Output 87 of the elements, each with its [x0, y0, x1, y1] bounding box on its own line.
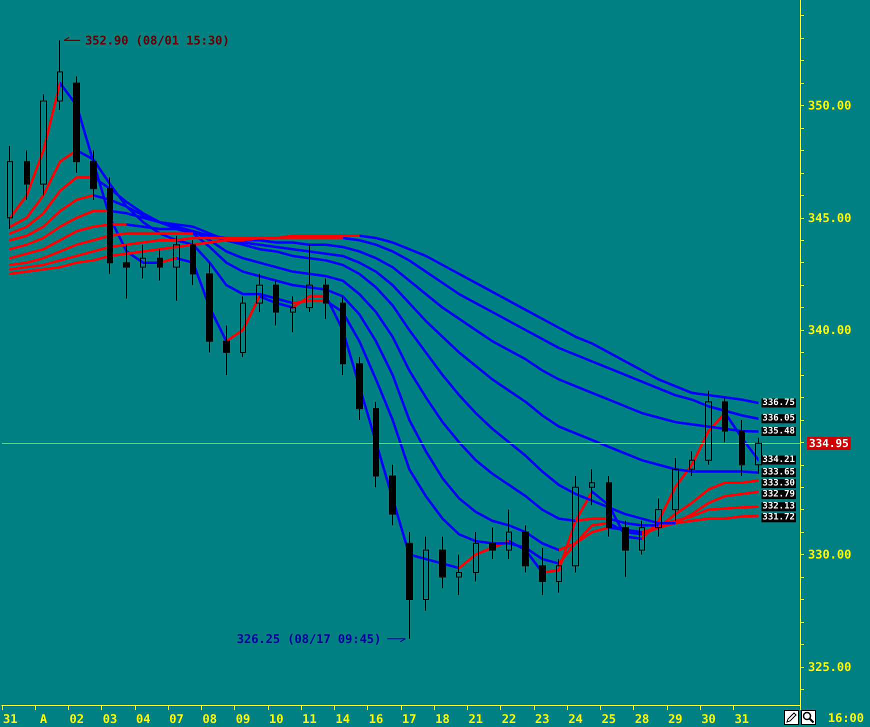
x-tick-label: 18	[435, 712, 450, 726]
candlestick	[140, 244, 146, 279]
x-tick-label: 09	[236, 712, 250, 726]
data-label: 331.72	[762, 512, 795, 523]
candlestick	[7, 145, 13, 230]
candlestick	[406, 532, 413, 640]
x-tick-label: 17	[402, 712, 416, 726]
x-tick-label: 03	[102, 712, 118, 726]
x-tick-label: 28	[634, 712, 650, 726]
candlestick	[739, 419, 745, 476]
candlestick	[340, 296, 346, 376]
candlestick	[323, 278, 329, 320]
candlestick	[456, 554, 462, 596]
x-tick-label: 23	[535, 712, 550, 726]
candlestick	[123, 244, 130, 300]
candlestick	[606, 475, 612, 538]
x-tick-label: 10	[269, 712, 284, 726]
candlestick	[290, 296, 296, 333]
x-tick-label: 02	[69, 712, 84, 726]
candlestick	[206, 262, 213, 353]
candlestick	[722, 396, 728, 443]
candlestick	[157, 248, 163, 282]
candlestick	[373, 401, 379, 488]
data-label: 336.05	[762, 414, 795, 424]
x-tick-label: 04	[136, 712, 150, 726]
candlestick	[273, 280, 279, 326]
x-tick-label: 08	[202, 712, 217, 726]
candlestick	[506, 509, 512, 560]
x-tick-label: 31	[734, 712, 750, 726]
candlestick	[655, 498, 662, 538]
x-tick-label: 21	[468, 712, 483, 726]
data-label: 332.79	[762, 490, 795, 500]
x-tick-label: 24	[568, 712, 583, 726]
data-label: 332.13	[762, 502, 795, 512]
candlestick	[589, 468, 595, 506]
x-tick-label: 14	[336, 712, 350, 726]
y-tick-label: 340.00	[808, 323, 852, 338]
candlestick	[240, 296, 246, 358]
ref-line-label: 334.95	[809, 436, 849, 450]
x-tick-label: 29	[668, 712, 683, 726]
text: 16:00	[828, 711, 864, 725]
candlestick	[24, 150, 30, 200]
data-label: 336.75	[762, 398, 795, 408]
candlestick	[572, 475, 579, 574]
candlestick	[107, 176, 113, 274]
candlestick	[256, 273, 263, 313]
annotation: 352.90 (08/01 15:30)	[85, 33, 230, 48]
candlestick	[173, 235, 180, 302]
candlestick	[639, 520, 645, 556]
y-tick-label: 345.00	[808, 210, 852, 225]
candlestick	[90, 150, 97, 200]
candlestick	[622, 520, 629, 578]
line-series	[8, 223, 760, 474]
candlestick	[539, 547, 546, 596]
x-tick-label: 11	[302, 712, 317, 726]
candlestick	[423, 536, 429, 612]
candlestick	[389, 464, 396, 526]
candlestick	[190, 240, 196, 286]
candlestick	[439, 536, 446, 589]
x-tick-label: 07	[169, 712, 184, 726]
x-tick-label: 16	[368, 712, 384, 726]
candlestick	[672, 458, 679, 522]
data-label: 334.21	[762, 455, 795, 466]
y-tick-label: 350.00	[808, 98, 852, 113]
candlestick	[40, 94, 47, 196]
x-tick-label: 31	[2, 712, 18, 726]
data-label: 333.30	[762, 478, 795, 489]
x-tick-label: A	[40, 712, 48, 726]
y-tick-label: 325.00	[808, 660, 852, 674]
x-tick-label: 22	[502, 712, 516, 726]
candlestick	[223, 325, 230, 376]
x-tick-label: 25	[602, 712, 616, 726]
annotation: 326.25 (08/17 09:45)	[236, 632, 382, 646]
x-tick-label: 30	[701, 712, 716, 726]
candlestick	[356, 356, 363, 420]
data-label: 335.48	[762, 426, 795, 437]
candlestick	[522, 524, 529, 574]
candlestick	[73, 76, 80, 174]
candlestick	[489, 527, 496, 560]
candlestick	[57, 40, 63, 111]
candlestick	[473, 532, 479, 582]
candlestick	[689, 450, 695, 476]
candlestick	[306, 244, 313, 313]
data-label: 333.65	[762, 468, 795, 478]
candlestick	[705, 390, 712, 466]
y-tick-label: 330.00	[808, 548, 852, 562]
candlestick	[556, 558, 562, 594]
